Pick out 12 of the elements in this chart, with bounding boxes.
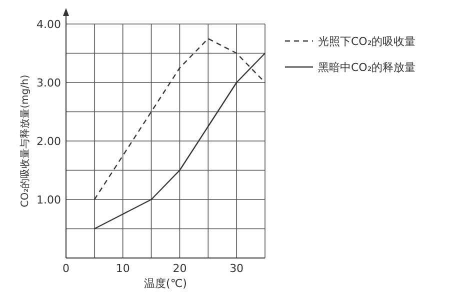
x-tick-label: 20 [172, 262, 187, 275]
y-tick-label: 3.00 [36, 76, 61, 90]
x-tick-label: 30 [230, 262, 244, 275]
x-axis-title: 温度(℃) [144, 277, 187, 290]
legend-label: 光照下CO₂的吸收量 [318, 35, 416, 48]
y-tick-label: 2.00 [36, 135, 61, 148]
legend-label: 黑暗中CO₂的释放量 [318, 61, 416, 74]
y-tick-label: 4.00 [36, 18, 61, 31]
y-axis-title: CO₂的吸收量与释放量(mg/h) [19, 74, 31, 208]
x-tick-label: 10 [116, 262, 130, 275]
y-tick-label: 1.00 [36, 194, 61, 206]
x-tick-label: 0 [62, 262, 70, 275]
